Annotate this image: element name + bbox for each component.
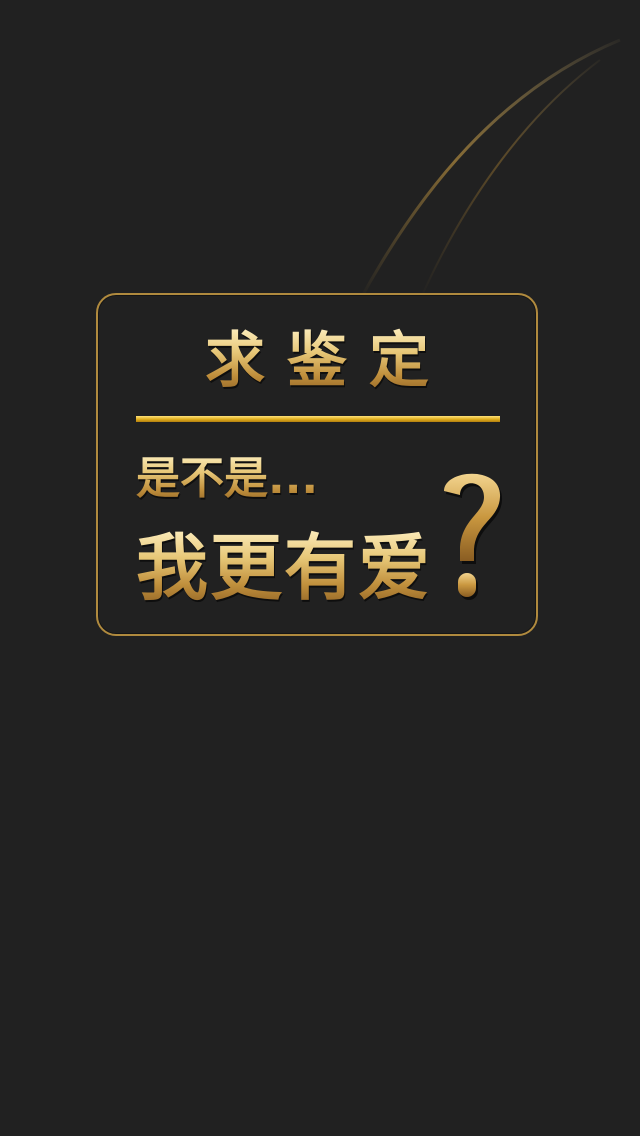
card-subtitle: 是不是... <box>136 452 318 506</box>
title-divider <box>136 416 500 422</box>
arc-outer <box>360 40 620 300</box>
card-main-text: 我更有爱 <box>136 526 432 610</box>
arc-inner <box>420 60 600 300</box>
appraisal-card: 求鉴定 是不是... 我更有爱 <box>96 293 538 636</box>
card-title: 求鉴定 <box>98 325 536 397</box>
question-mark-icon <box>438 461 508 609</box>
